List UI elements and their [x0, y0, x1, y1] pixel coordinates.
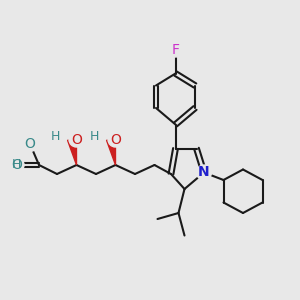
Circle shape [22, 136, 38, 152]
Text: F: F [172, 43, 179, 56]
Text: H: H [12, 158, 21, 172]
Text: O: O [110, 133, 121, 146]
Text: N: N [198, 166, 210, 179]
Text: O: O [11, 158, 22, 172]
Text: H: H [90, 130, 99, 143]
Circle shape [89, 131, 100, 142]
Polygon shape [106, 139, 116, 165]
Circle shape [9, 158, 24, 172]
Polygon shape [68, 139, 76, 165]
Text: O: O [71, 133, 82, 146]
Circle shape [69, 132, 84, 147]
Circle shape [11, 160, 22, 170]
Text: H: H [51, 130, 60, 143]
Circle shape [108, 132, 123, 147]
Text: O: O [25, 137, 35, 151]
Circle shape [196, 165, 211, 180]
Circle shape [50, 131, 61, 142]
Circle shape [168, 42, 183, 57]
